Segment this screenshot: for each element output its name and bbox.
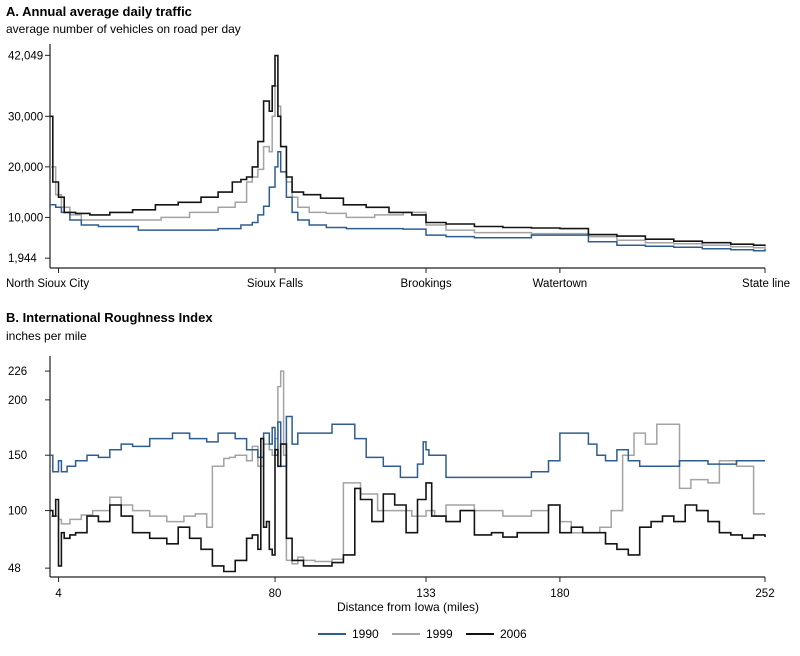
x-tick-label: 4 — [55, 588, 62, 600]
panel-b-plot: 48 100 150 200 226 4 80 133 180 252 — [8, 356, 775, 600]
legend-label-1999: 1999 — [426, 627, 453, 641]
legend-label-1990: 1990 — [352, 627, 379, 641]
panel-a-title: A. Annual average daily traffic — [6, 4, 192, 19]
y-tick-label: 100 — [8, 506, 27, 518]
legend-item-1999: 1999 — [392, 627, 453, 641]
y-tick-label: 30,000 — [8, 111, 43, 123]
y-tick-label: 226 — [8, 366, 27, 378]
x-tick-label: 133 — [416, 588, 435, 600]
panel-a-plot: 1,944 10,000 20,000 30,000 42,049 North Sioux… — [6, 44, 790, 290]
panel-b-title: B. International Roughness Index — [6, 310, 213, 325]
x-tick-label: 180 — [550, 588, 569, 600]
series-line-1999 — [50, 85, 766, 249]
legend-item-2006: 2006 — [466, 627, 527, 641]
x-tick-label: North Sioux City — [6, 278, 89, 290]
legend-label-2006: 2006 — [500, 627, 527, 641]
panel-b-xlabel: Distance from Iowa (miles) — [337, 600, 479, 614]
series-line-1999 — [50, 370, 765, 565]
y-tick-label: 42,049 — [8, 50, 43, 62]
x-tick-label: Sioux Falls — [247, 278, 303, 290]
panel-a-ylabel: average number of vehicles on road per d… — [6, 22, 241, 36]
x-tick-label: Brookings — [400, 278, 451, 290]
series-line-1990 — [50, 415, 765, 479]
x-tick-label: 252 — [755, 588, 774, 600]
series-line-2006 — [50, 437, 766, 573]
y-tick-label: 48 — [8, 563, 21, 575]
x-tick-label: Watertown — [533, 278, 588, 290]
legend-item-1990: 1990 — [318, 627, 379, 641]
y-tick-label: 20,000 — [8, 162, 43, 174]
y-tick-label: 10,000 — [8, 212, 43, 224]
x-tick-label: 80 — [269, 588, 282, 600]
legend: 1990 1999 2006 — [318, 627, 527, 641]
series-line-1990 — [50, 150, 766, 252]
y-tick-label: 150 — [8, 450, 27, 462]
y-tick-label: 1,944 — [8, 253, 37, 265]
y-tick-label: 200 — [8, 395, 27, 407]
x-tick-label: State line — [742, 278, 790, 290]
series-line-2006 — [50, 54, 766, 246]
panel-b-ylabel: inches per mile — [6, 329, 87, 343]
